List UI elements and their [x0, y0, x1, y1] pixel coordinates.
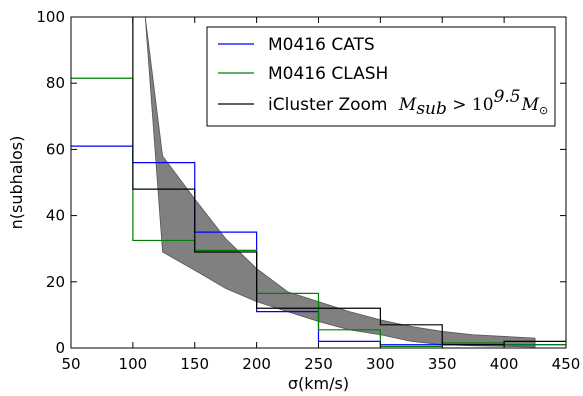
x-tick-label: 150 — [180, 355, 209, 373]
legend-math-m: M — [398, 95, 417, 115]
legend-label-cats: M0416 CATS — [268, 35, 375, 55]
y-tick-label: 40 — [46, 207, 65, 225]
x-tick-label: 100 — [119, 355, 148, 373]
x-tick-label: 200 — [242, 355, 271, 373]
legend-math-sub: sub — [416, 99, 447, 119]
legend-math-m2: M — [521, 95, 540, 115]
y-tick-label: 60 — [46, 140, 65, 158]
legend-math-exp: 9.5 — [494, 87, 521, 107]
y-tick-label: 20 — [46, 273, 65, 291]
legend-label-icluster-text: iCluster Zoom — [268, 95, 387, 115]
x-tick-label: 350 — [428, 355, 457, 373]
y-tick-label: 0 — [55, 339, 65, 357]
legend: M0416 CATS M0416 CLASH iCluster Zoom Msu… — [207, 27, 555, 126]
legend-math-gt: > 10 — [447, 95, 494, 115]
x-tick-label: 250 — [304, 355, 333, 373]
legend-label-clash: M0416 CLASH — [268, 64, 388, 84]
x-tick-label: 400 — [490, 355, 519, 373]
legend-math-sun: ⊙ — [539, 104, 548, 117]
y-tick-label: 80 — [46, 74, 65, 92]
x-tick-label: 450 — [552, 355, 581, 373]
x-axis-label: σ(km/s) — [288, 374, 349, 393]
x-tick-label: 300 — [366, 355, 395, 373]
x-tick-label: 50 — [61, 355, 80, 373]
y-axis-label: n(subhalos) — [7, 136, 26, 230]
y-tick-label: 100 — [36, 8, 65, 26]
